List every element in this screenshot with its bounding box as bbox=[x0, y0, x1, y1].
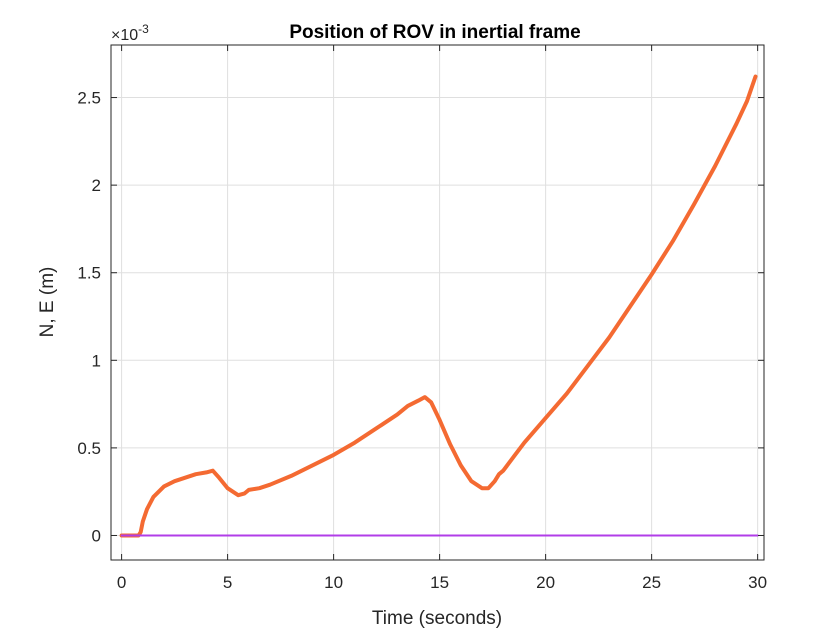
y-exponent-label: ×10-3 bbox=[111, 22, 149, 44]
x-tick-label: 5 bbox=[223, 573, 232, 592]
x-axis-label: Time (seconds) bbox=[372, 608, 502, 629]
y-tick-label: 0.5 bbox=[77, 439, 101, 458]
ticks: 0 5 10 15 20 25 30 0 0.5 1 1.5 2 2.5 bbox=[77, 45, 767, 592]
series-line-1 bbox=[119, 74, 758, 538]
y-tick-label: 0 bbox=[92, 526, 101, 545]
y-tick-label: 2.5 bbox=[77, 89, 101, 108]
y-axis-label: N, E (m) bbox=[37, 267, 58, 338]
x-tick-label: 15 bbox=[430, 573, 449, 592]
x-tick-label: 10 bbox=[324, 573, 343, 592]
y-exponent-base: ×10 bbox=[111, 27, 138, 44]
y-tick-label: 1 bbox=[92, 351, 101, 370]
x-tick-label: 20 bbox=[536, 573, 555, 592]
x-tick-label: 25 bbox=[642, 573, 661, 592]
y-tick-label: 2 bbox=[92, 176, 101, 195]
x-tick-label: 0 bbox=[117, 573, 126, 592]
y-exponent-power: -3 bbox=[138, 22, 149, 36]
y-tick-label: 1.5 bbox=[77, 264, 101, 283]
axes-box bbox=[110, 44, 765, 561]
x-tick-label: 30 bbox=[748, 573, 767, 592]
grid bbox=[111, 45, 764, 560]
plot-area bbox=[111, 45, 764, 560]
chart-title: Position of ROV in inertial frame bbox=[289, 22, 580, 43]
series-layer bbox=[119, 74, 759, 538]
